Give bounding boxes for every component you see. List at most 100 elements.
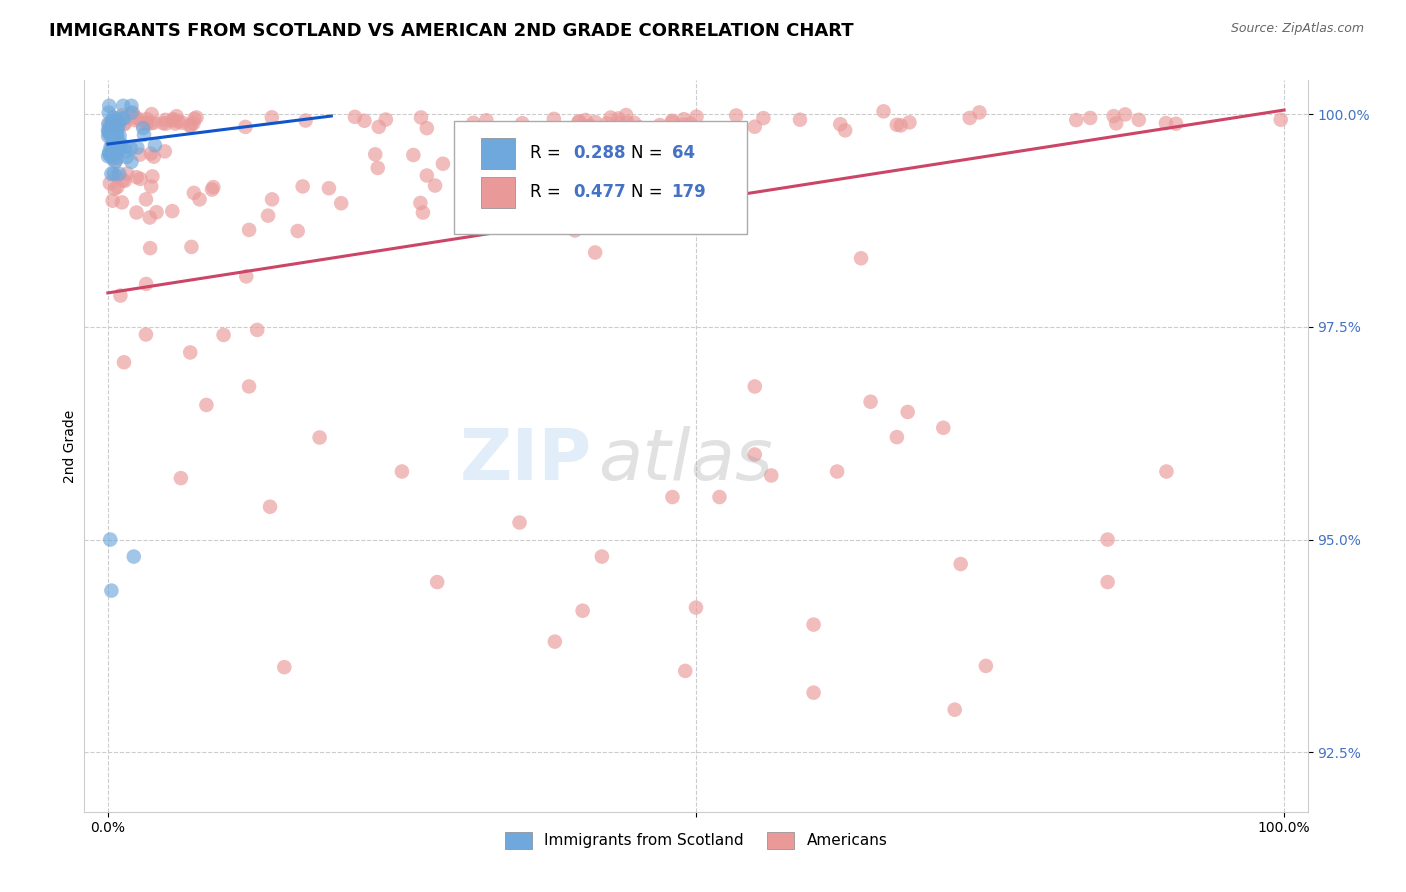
Point: [180, 119, 202, 133]
Point: [135, 192, 157, 206]
Point: [100, 140, 122, 154]
Point: [959, 111, 981, 125]
Point: [112, 117, 135, 131]
Point: [101, 136, 124, 150]
Point: [294, 113, 316, 128]
Point: [105, 145, 128, 159]
Point: [825, 465, 848, 479]
Point: [969, 105, 991, 120]
Point: [544, 634, 567, 648]
Point: [120, 141, 142, 155]
Point: [110, 136, 132, 151]
Point: [426, 575, 449, 590]
Point: [1102, 109, 1125, 123]
Point: [152, 116, 174, 130]
Point: [139, 146, 162, 161]
Point: [108, 167, 131, 181]
Point: [105, 118, 128, 132]
Point: [576, 120, 599, 134]
Point: [121, 105, 143, 120]
Point: [1156, 465, 1178, 479]
Point: [114, 117, 136, 131]
Point: [416, 121, 439, 136]
Point: [100, 127, 122, 141]
Point: [761, 468, 783, 483]
Point: [132, 121, 155, 136]
Point: [97, 117, 120, 131]
Point: [463, 116, 485, 130]
Point: [308, 430, 330, 444]
Point: [105, 128, 128, 143]
Text: 0.288: 0.288: [574, 145, 626, 162]
Point: [114, 145, 136, 159]
Text: N =: N =: [631, 183, 668, 202]
Text: 0.477: 0.477: [574, 183, 627, 202]
Point: [183, 116, 205, 130]
Point: [183, 112, 205, 126]
Point: [98, 117, 121, 131]
Point: [97, 123, 120, 137]
Point: [188, 192, 211, 206]
Point: [834, 123, 856, 137]
Point: [136, 115, 159, 129]
Point: [579, 119, 602, 133]
Point: [155, 112, 177, 127]
Point: [105, 180, 128, 194]
Point: [104, 124, 127, 138]
Point: [98, 145, 121, 159]
Point: [127, 112, 149, 126]
Point: [100, 119, 122, 133]
Text: N =: N =: [631, 145, 668, 162]
Point: [105, 128, 128, 143]
Point: [105, 145, 128, 159]
Point: [709, 490, 731, 504]
Point: [423, 178, 446, 193]
Point: [111, 108, 134, 122]
Point: [104, 155, 127, 169]
Point: [101, 114, 124, 128]
Point: [1097, 533, 1119, 547]
Point: [135, 116, 157, 130]
FancyBboxPatch shape: [454, 120, 748, 234]
Point: [571, 604, 593, 618]
Point: [112, 355, 135, 369]
Point: [105, 137, 128, 152]
Point: [112, 139, 135, 153]
Point: [108, 128, 131, 143]
Point: [142, 150, 165, 164]
Point: [107, 151, 129, 165]
Point: [103, 167, 125, 181]
Point: [673, 664, 696, 678]
Point: [374, 112, 396, 127]
Point: [115, 150, 138, 164]
Text: R =: R =: [530, 183, 565, 202]
Point: [108, 114, 131, 128]
Point: [974, 659, 997, 673]
Point: [172, 116, 194, 130]
Point: [101, 145, 124, 159]
Point: [260, 192, 283, 206]
Point: [97, 149, 120, 163]
Point: [125, 205, 148, 219]
Point: [596, 116, 619, 130]
Point: [353, 113, 375, 128]
Point: [886, 430, 908, 444]
Point: [623, 116, 645, 130]
Point: [131, 117, 153, 131]
Point: [98, 176, 121, 190]
Point: [101, 194, 124, 208]
Point: [103, 120, 125, 134]
Point: [886, 118, 908, 132]
Point: [607, 116, 630, 130]
Point: [212, 327, 235, 342]
Point: [179, 119, 201, 133]
Point: [98, 146, 121, 161]
Point: [97, 125, 120, 139]
Text: 179: 179: [672, 183, 706, 202]
Point: [107, 118, 129, 132]
Point: [162, 113, 184, 128]
Point: [685, 110, 707, 124]
Point: [100, 583, 122, 598]
Point: [416, 169, 439, 183]
Point: [98, 123, 121, 137]
